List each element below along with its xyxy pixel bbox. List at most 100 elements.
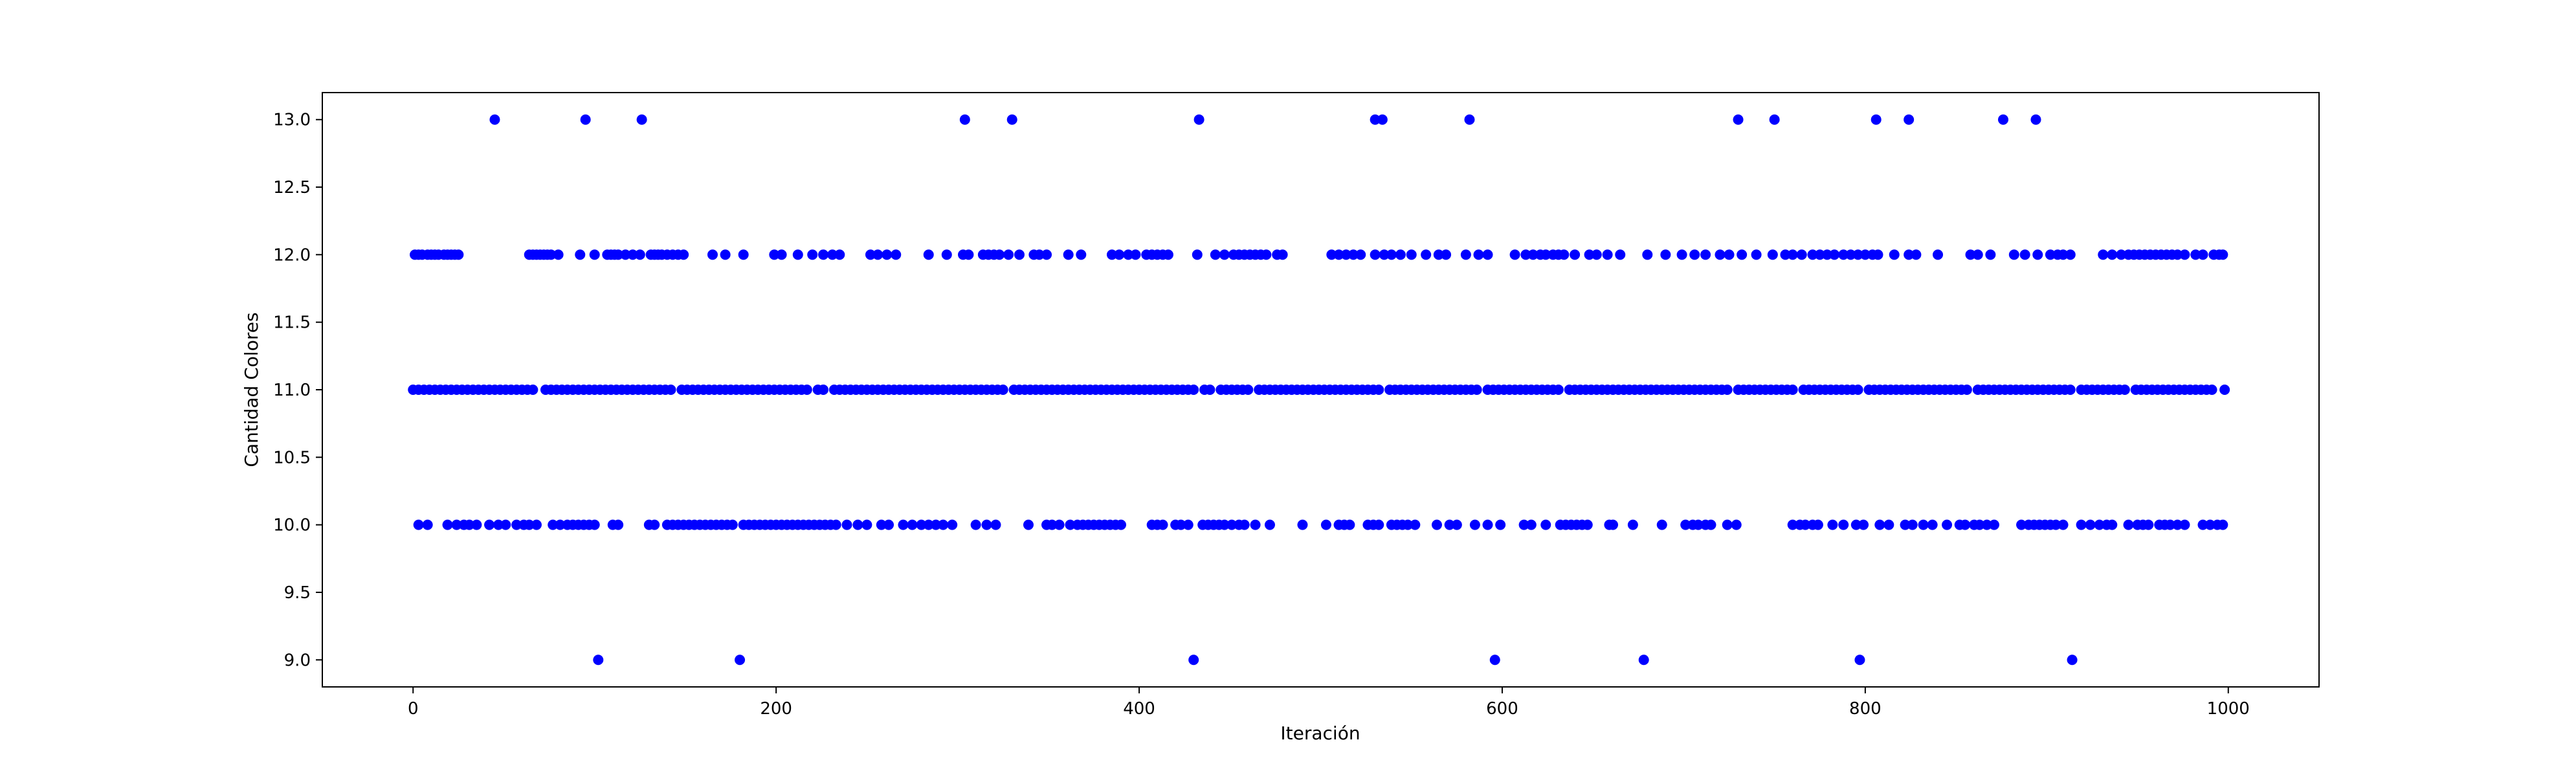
data-point (1219, 519, 1230, 530)
data-point (1076, 249, 1087, 260)
data-point (1526, 519, 1537, 530)
data-point (464, 519, 475, 530)
x-tick-label: 0 (408, 699, 419, 719)
data-point (2219, 385, 2230, 395)
data-point (916, 519, 927, 530)
data-point (1370, 249, 1381, 260)
data-point (2197, 249, 2208, 260)
data-point (1722, 385, 1733, 395)
data-point (413, 519, 424, 530)
data-point (1495, 519, 1506, 530)
data-point (1006, 114, 1017, 125)
data-point (1733, 114, 1744, 125)
data-point (1527, 249, 1538, 260)
data-point (1602, 249, 1613, 260)
data-point (1933, 249, 1944, 260)
data-point (792, 249, 803, 260)
data-point (1608, 519, 1619, 530)
data-point (1157, 519, 1168, 530)
data-point (1320, 519, 1331, 530)
data-point (994, 249, 1005, 260)
data-point (865, 249, 876, 260)
data-point (1183, 519, 1194, 530)
data-point (1373, 385, 1384, 395)
y-tick-label: 12.5 (273, 178, 311, 197)
axis-ticks: 0 200 400 600 800 1000 9.0 9.5 10.0 10.5 11.0 11.5 1… (273, 111, 2250, 719)
data-point (634, 249, 645, 260)
data-point (1194, 114, 1205, 125)
data-point (2030, 114, 2041, 125)
data-point (555, 519, 566, 530)
data-point (620, 249, 631, 260)
data-point (1660, 249, 1671, 260)
data-point (1421, 249, 1432, 260)
data-point (1845, 249, 1856, 260)
data-point (1854, 655, 1865, 666)
data-point (1900, 519, 1911, 530)
data-point (2143, 519, 2154, 530)
data-point (1444, 519, 1455, 530)
data-point (1827, 519, 1838, 530)
data-point (1974, 519, 1985, 530)
data-point (613, 519, 624, 530)
data-point (841, 519, 852, 530)
data-point (882, 249, 893, 260)
data-point (453, 249, 464, 260)
data-point (1219, 249, 1230, 260)
data-point (1676, 249, 1687, 260)
data-point (1960, 519, 1971, 530)
y-tick-label: 10.0 (273, 516, 311, 535)
data-point (1014, 249, 1025, 260)
data-point (981, 519, 992, 530)
data-point (1852, 385, 1863, 395)
data-point (1700, 249, 1711, 260)
y-tick-label: 9.5 (284, 583, 311, 603)
data-point (589, 519, 600, 530)
data-point (2065, 385, 2076, 395)
data-point (1961, 385, 1972, 395)
data-point (1489, 655, 1500, 666)
x-axis-label: Iteración (1280, 723, 1360, 744)
data-point (1410, 519, 1421, 530)
data-point (1570, 249, 1581, 260)
data-point (2165, 519, 2176, 530)
data-point (1582, 519, 1593, 530)
data-point (575, 249, 586, 260)
data-point (1340, 249, 1351, 260)
data-point (613, 249, 624, 260)
data-point (1829, 249, 1840, 260)
data-point (1871, 114, 1882, 125)
data-point (898, 519, 909, 530)
data-point (801, 385, 812, 395)
data-point (907, 519, 918, 530)
data-point (2065, 249, 2076, 260)
data-point (442, 519, 453, 530)
data-point (649, 519, 660, 530)
data-point (891, 249, 902, 260)
data-point (1904, 249, 1915, 260)
data-point (1787, 385, 1798, 395)
data-point (997, 385, 1008, 395)
data-point (1860, 249, 1871, 260)
data-point (941, 249, 952, 260)
data-point (1985, 249, 1996, 260)
data-point (2206, 385, 2217, 395)
data-point (1800, 519, 1811, 530)
data-point (1469, 519, 1480, 530)
data-point (1907, 519, 1918, 530)
data-point (876, 519, 887, 530)
data-point (1787, 519, 1798, 530)
data-point (1737, 249, 1748, 260)
data-point (1406, 249, 1417, 260)
data-point (580, 114, 591, 125)
x-tick-label: 400 (1123, 699, 1155, 719)
data-point (1918, 519, 1929, 530)
data-point (1054, 519, 1065, 530)
data-point (2172, 249, 2183, 260)
data-point (1787, 249, 1798, 260)
data-point (1047, 519, 1058, 530)
data-point (947, 519, 958, 530)
data-point (1656, 519, 1667, 530)
data-point (1965, 249, 1976, 260)
